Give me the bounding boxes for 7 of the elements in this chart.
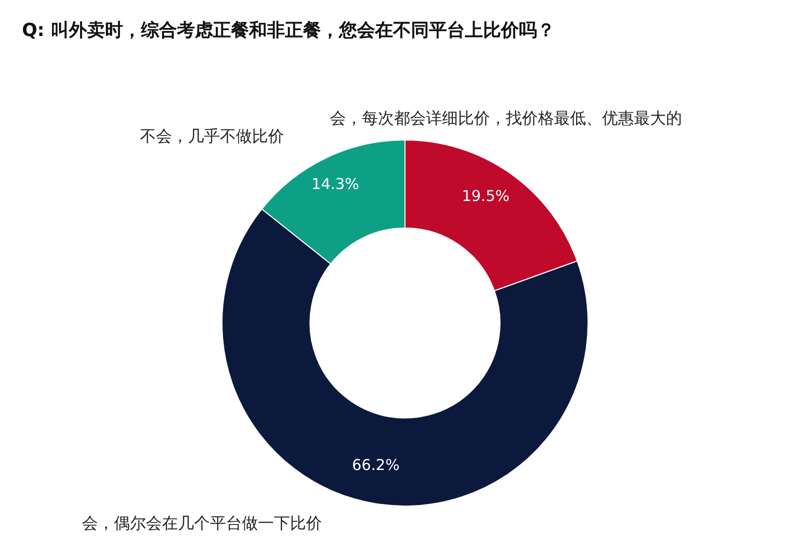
chart-title: Q: 叫外卖时，综合考虑正餐和非正餐，您会在不同平台上比价吗？ (22, 19, 555, 42)
data-label: 19.5% (462, 187, 510, 206)
slice-label: 会，偶尔会在几个平台做一下比价 (82, 514, 322, 532)
data-label: 66.2% (352, 456, 400, 474)
data-label: 14.3% (311, 174, 360, 193)
slice-label: 会，每次都会详细比价，找价格最低、优惠最大的 (330, 108, 682, 128)
slice-label: 不会，几乎不做比价 (140, 126, 284, 146)
